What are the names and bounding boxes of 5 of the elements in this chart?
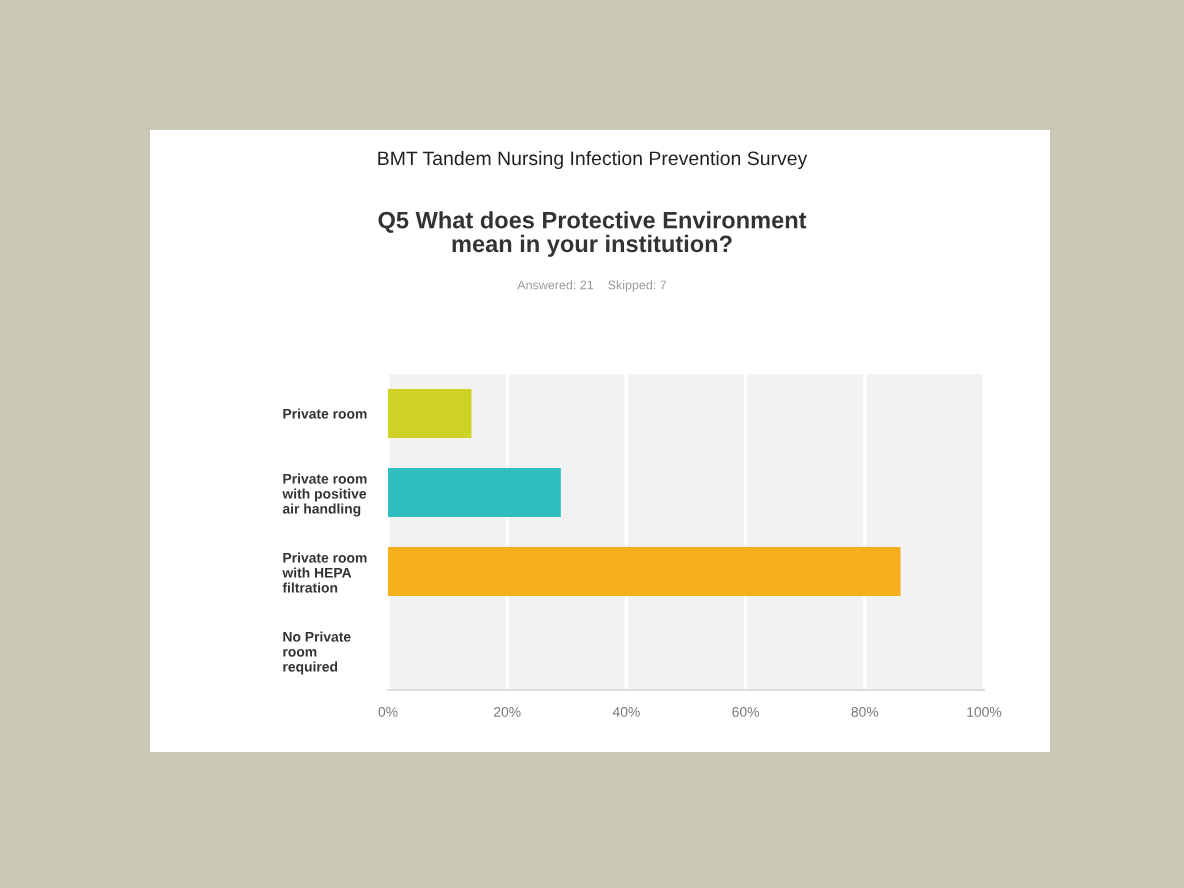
bar [388, 389, 472, 438]
bar [388, 547, 901, 596]
chart-title: BMT Tandem Nursing Infection Prevention Survey [378, 150, 808, 170]
bar [388, 468, 561, 517]
chart-subtitle: Q5 What does Protective Environment mean in your institution? [378, 211, 807, 257]
